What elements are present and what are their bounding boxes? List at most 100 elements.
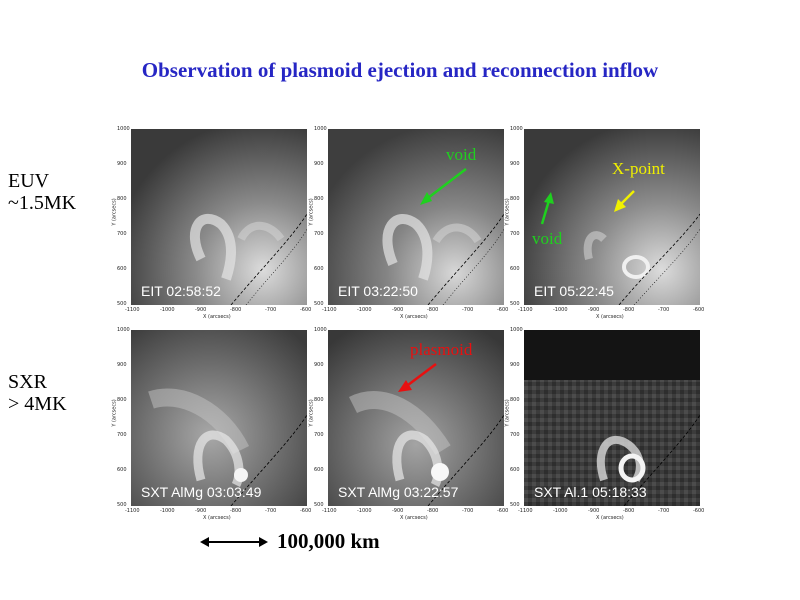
y-tick-label: 900	[117, 362, 127, 368]
y-tick-label: 800	[314, 397, 324, 403]
row-label-sxr-temp: > 4MK	[8, 393, 67, 415]
x-axis-label: X (arcsecs)	[400, 314, 428, 320]
eit-image-2	[328, 129, 504, 305]
y-tick-label: 800	[117, 397, 127, 403]
y-tick-label: 700	[510, 231, 520, 237]
y-tick-label: 1000	[117, 126, 130, 132]
y-tick-label: 600	[314, 467, 324, 473]
y-tick-label: 500	[314, 502, 324, 508]
row-label-euv-temp: ~1.5MK	[8, 192, 77, 214]
y-axis-label: Y (arcsecs)	[111, 399, 118, 427]
y-tick-label: 700	[117, 231, 127, 237]
image-panel-sxt-3: SXT Al.1 05:18:33	[524, 330, 700, 506]
x-axis-label: X (arcsecs)	[203, 515, 231, 521]
y-tick-label: 500	[510, 301, 520, 307]
annotation-void: void	[446, 145, 477, 164]
x-tick-label: -600	[300, 307, 312, 313]
x-tick-label: -700	[265, 307, 277, 313]
y-tick-label: 600	[117, 467, 127, 473]
x-tick-label: -900	[392, 307, 404, 313]
annotation-plasmoid: plasmoid	[410, 340, 473, 359]
row-label-euv-name: EUV	[8, 170, 50, 192]
x-tick-label: -1000	[160, 508, 175, 514]
row-label-sxr: SXR > 4MK	[8, 371, 67, 415]
x-axis-label: X (arcsecs)	[400, 515, 428, 521]
eit-image-3	[524, 129, 700, 305]
scale-bar-arrow	[200, 537, 268, 547]
x-tick-label: -800	[623, 307, 635, 313]
y-tick-label: 1000	[510, 126, 523, 132]
annotation-void: void	[532, 229, 563, 248]
y-tick-label: 900	[510, 161, 520, 167]
y-axis-label: Y (arcsecs)	[308, 399, 315, 427]
y-tick-label: 800	[314, 196, 324, 202]
sxt-image-3	[524, 330, 700, 506]
x-tick-label: -600	[497, 508, 509, 514]
y-tick-label: 700	[314, 432, 324, 438]
x-tick-label: -700	[658, 508, 670, 514]
scale-bar-label: 100,000 km	[277, 529, 380, 553]
panel-caption: SXT AlMg 03:22:57	[338, 484, 459, 500]
x-tick-label: -800	[230, 508, 242, 514]
y-tick-label: 600	[510, 467, 520, 473]
y-tick-label: 500	[117, 502, 127, 508]
x-tick-label: -1000	[160, 307, 175, 313]
row-label-euv: EUV ~1.5MK	[8, 170, 76, 214]
panel-caption: EIT 03:22:50	[338, 283, 418, 299]
y-tick-label: 700	[314, 231, 324, 237]
x-axis-label: X (arcsecs)	[596, 314, 624, 320]
image-panel-eit-2: EIT 03:22:50 void	[328, 129, 504, 305]
y-tick-label: 800	[510, 397, 520, 403]
x-tick-label: -1100	[322, 307, 337, 313]
x-tick-label: -900	[195, 508, 207, 514]
x-tick-label: -1000	[357, 508, 372, 514]
y-axis-label: Y (arcsecs)	[504, 399, 511, 427]
panel-caption: EIT 05:22:45	[534, 283, 614, 299]
sxt-image-1	[131, 330, 307, 506]
y-tick-label: 500	[510, 502, 520, 508]
x-tick-label: -1000	[553, 307, 568, 313]
y-axis-label: Y (arcsecs)	[308, 198, 315, 226]
x-tick-label: -800	[427, 307, 439, 313]
x-tick-label: -700	[658, 307, 670, 313]
y-tick-label: 500	[117, 301, 127, 307]
y-tick-label: 700	[117, 432, 127, 438]
x-axis-label: X (arcsecs)	[203, 314, 231, 320]
x-tick-label: -1100	[125, 307, 140, 313]
panel-caption: EIT 02:58:52	[141, 283, 221, 299]
x-tick-label: -800	[427, 508, 439, 514]
y-axis-label: Y (arcsecs)	[111, 198, 118, 226]
panel-caption: SXT AlMg 03:03:49	[141, 484, 262, 500]
x-tick-label: -700	[462, 508, 474, 514]
x-axis-label: X (arcsecs)	[596, 515, 624, 521]
image-panel-eit-3: EIT 05:22:45 X-point void	[524, 129, 700, 305]
x-tick-label: -800	[230, 307, 242, 313]
y-tick-label: 900	[314, 362, 324, 368]
image-panel-eit-1: EIT 02:58:52	[131, 129, 307, 305]
y-tick-label: 800	[510, 196, 520, 202]
y-tick-label: 1000	[117, 327, 130, 333]
x-tick-label: -600	[693, 508, 705, 514]
x-tick-label: -600	[497, 307, 509, 313]
y-tick-label: 600	[117, 266, 127, 272]
x-tick-label: -900	[392, 508, 404, 514]
y-tick-label: 600	[314, 266, 324, 272]
panel-caption: SXT Al.1 05:18:33	[534, 484, 647, 500]
x-tick-label: -900	[588, 508, 600, 514]
x-tick-label: -800	[623, 508, 635, 514]
x-tick-label: -1000	[357, 307, 372, 313]
x-tick-label: -1100	[518, 307, 533, 313]
x-tick-label: -600	[693, 307, 705, 313]
y-tick-label: 900	[314, 161, 324, 167]
x-tick-label: -600	[300, 508, 312, 514]
x-tick-label: -700	[265, 508, 277, 514]
x-tick-label: -1100	[518, 508, 533, 514]
y-tick-label: 1000	[314, 327, 327, 333]
y-tick-label: 900	[117, 161, 127, 167]
x-tick-label: -1000	[553, 508, 568, 514]
annotation-xpoint: X-point	[612, 159, 665, 178]
x-tick-label: -1100	[125, 508, 140, 514]
y-tick-label: 900	[510, 362, 520, 368]
y-axis-label: Y (arcsecs)	[504, 198, 511, 226]
x-tick-label: -700	[462, 307, 474, 313]
